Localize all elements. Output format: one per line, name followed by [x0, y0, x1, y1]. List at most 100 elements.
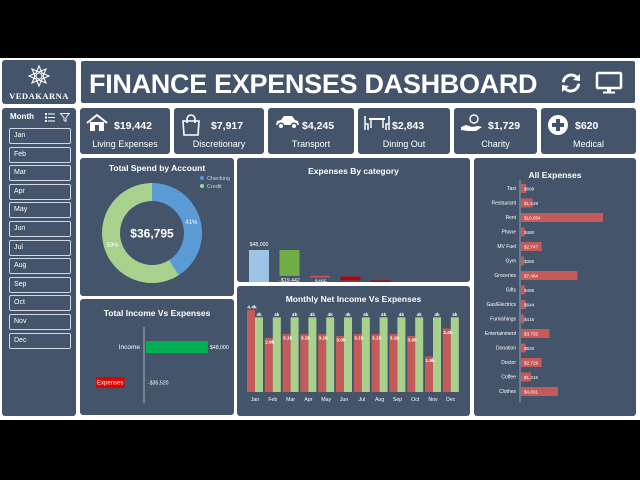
waterfall-data-label: -$495	[313, 279, 326, 282]
income-bar-jan	[255, 317, 263, 392]
kpi-value: $19,442	[114, 120, 152, 132]
expense-data-label: 3.1k	[283, 336, 293, 342]
expense-bar-dec	[442, 328, 451, 392]
expense-bar-clothes	[521, 387, 558, 396]
kpi-label: Transport	[291, 139, 331, 149]
expense-data-label: $480	[524, 230, 535, 235]
income-data-label: 4k	[345, 312, 351, 318]
income-data-label: 4k	[256, 312, 262, 318]
kpi-value: $2,843	[392, 120, 425, 132]
category-tick-label: Phone	[502, 230, 517, 236]
kpi-value: $7,917	[211, 120, 244, 132]
donut-slice-checking	[152, 183, 202, 276]
expense-data-label: 3.1k	[301, 336, 311, 342]
expense-data-label: 3.1k	[390, 336, 400, 342]
kpi-value: $1,729	[488, 120, 521, 132]
expense-bar-jul	[353, 334, 362, 392]
category-tick-label: Rent	[505, 215, 516, 221]
medical-cross-icon	[547, 114, 569, 141]
month-item-jul[interactable]: Jul	[9, 239, 71, 256]
month-item-jun[interactable]: Jun	[9, 221, 71, 237]
expense-bar-may	[318, 334, 327, 392]
expense-bar-rent	[521, 213, 603, 222]
chart-title: Total Income Vs Expenses	[103, 308, 211, 318]
month-tick-label: Dec	[446, 397, 456, 403]
income-bar-oct	[415, 317, 424, 392]
expense-data-label: 3.1k	[372, 336, 382, 342]
expense-bar-entertainment	[521, 329, 550, 338]
expense-data-label: $1,528	[524, 201, 538, 206]
expense-bar-mv-fuel	[521, 242, 542, 251]
category-tick-label: Gifts	[506, 288, 517, 294]
kpi-card-charity: $1,729 Charity	[454, 108, 537, 154]
legend-label: Credit	[207, 184, 222, 190]
income-data-label: $48,000	[210, 345, 229, 351]
brand-name: VEDAKARNA	[9, 91, 69, 101]
month-item-aug[interactable]: Aug	[9, 258, 71, 275]
month-tick-label: Nov	[428, 397, 438, 403]
category-tick-label: MV Fuel	[497, 244, 516, 250]
page-title: FINANCE EXPENSES DASHBOARD	[89, 69, 538, 99]
house-icon	[86, 113, 108, 137]
month-tick-label: Feb	[268, 397, 277, 403]
month-item-mar[interactable]: Mar	[9, 165, 71, 182]
expense-bar-gym	[521, 256, 524, 266]
income-data-label: 4k	[399, 312, 405, 318]
expense-data-label: $495	[524, 288, 535, 293]
income-data-label: 4k	[452, 312, 458, 318]
income-data-label: 4k	[417, 312, 423, 318]
clear-filter-icon[interactable]	[60, 113, 70, 122]
dashboard-canvas: VEDAKARNA FINANCE EXPENSES DASHBOARD Mon…	[0, 58, 640, 420]
chart-title: Total Spend by Account	[108, 163, 206, 173]
month-item-dec[interactable]: Dec	[9, 332, 71, 349]
legend-marker	[200, 176, 204, 180]
income-bar-apr	[308, 317, 317, 392]
month-item-feb[interactable]: Feb	[9, 146, 71, 163]
expense-data-label: 4.4k	[247, 304, 257, 310]
expenses-by-category-panel: Expenses By category $48,000Salary-$19,4…	[237, 158, 470, 282]
expense-bar-feb	[264, 337, 273, 392]
monthly-net-income-panel: Monthly Net Income Vs Expenses 4.4k 4k Jan…	[237, 286, 470, 416]
month-slicer: Month Jan Feb Mar Apr May Jun Jul Aug Sep Oct Nov D…	[2, 108, 76, 416]
expense-data-label: 3.1k	[319, 336, 329, 342]
expense-data-label: $698	[524, 186, 535, 191]
expense-data-label: 3.0k	[408, 338, 418, 344]
income-bar-jul	[361, 317, 370, 392]
multi-select-icon[interactable]	[45, 113, 55, 122]
month-item-may[interactable]: May	[9, 202, 71, 219]
expense-data-label: $360	[524, 259, 535, 264]
expense-bar-doctor	[521, 358, 542, 367]
income-expenses-bar-chart: Income $48,000 Expenses -$35,520	[96, 327, 229, 403]
donut-chart: 41% Checking 59% Credit $36,795	[101, 176, 230, 283]
expense-bar-jan	[247, 309, 255, 392]
month-item-nov[interactable]: Nov	[9, 314, 71, 330]
month-item-sep[interactable]: Sep	[9, 276, 71, 293]
kpi-label: Charity	[481, 139, 510, 149]
income-data-label: 4k	[274, 312, 280, 318]
month-tick-label: Jul	[358, 397, 365, 403]
waterfall-data-label: -$19,442	[279, 278, 300, 282]
category-tick-label: Coffee	[501, 375, 516, 381]
donut-hole	[120, 201, 184, 265]
donation-hand-icon	[460, 114, 484, 139]
income-bar-aug	[379, 317, 388, 392]
expenses-data-label: -$35,520	[148, 381, 169, 387]
expense-data-label: $10,854	[524, 215, 541, 220]
income-bar-mar	[290, 317, 299, 392]
category-tick-label: Groceries	[494, 273, 516, 279]
category-tick-label: Donation	[496, 346, 516, 352]
income-bar-nov	[433, 317, 441, 392]
income-data-label: 4k	[381, 312, 387, 318]
month-item-oct[interactable]: Oct	[9, 295, 71, 312]
refresh-icon[interactable]	[559, 71, 583, 95]
waterfall-bar-5	[371, 280, 391, 282]
monitor-icon[interactable]	[595, 71, 623, 95]
waterfall-bar-1	[249, 250, 269, 282]
month-item-jan[interactable]: Jan	[9, 128, 71, 144]
category-tick-label: Entertainment	[485, 331, 517, 337]
month-item-apr[interactable]: Apr	[9, 183, 71, 200]
expense-data-label: $1,315	[524, 375, 538, 380]
kpi-value: $620	[575, 120, 599, 132]
income-bar-jun	[344, 317, 352, 392]
income-data-label: 4k	[434, 312, 440, 318]
